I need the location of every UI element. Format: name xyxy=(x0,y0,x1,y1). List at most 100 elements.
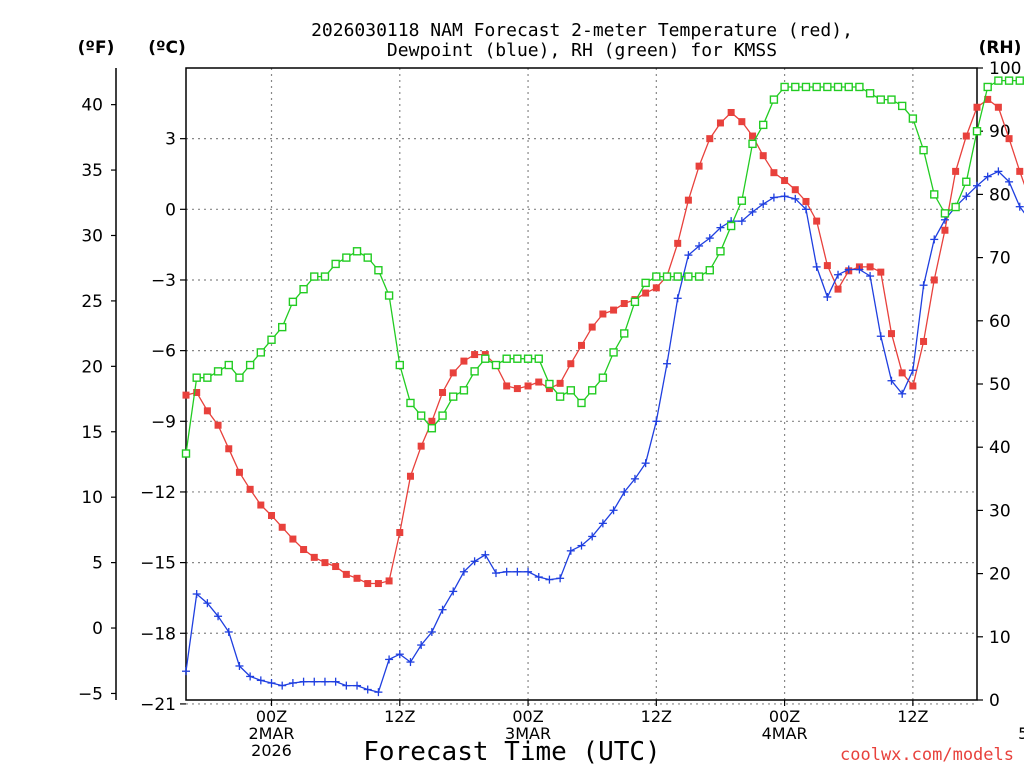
data-point-marker xyxy=(694,272,704,281)
data-point-marker xyxy=(855,82,864,92)
data-point-marker xyxy=(374,580,382,588)
data-point-marker xyxy=(182,391,190,399)
data-point-marker xyxy=(577,541,586,550)
rh-tick-label: 80 xyxy=(989,185,1011,205)
data-point-marker xyxy=(898,369,906,377)
fahrenheit-tick-label: 25 xyxy=(81,292,103,312)
data-point-marker xyxy=(438,605,447,614)
data-point-marker xyxy=(502,567,511,576)
data-point-marker xyxy=(449,587,458,596)
data-point-marker xyxy=(855,265,864,274)
data-point-marker xyxy=(662,272,672,281)
data-point-marker xyxy=(374,688,383,697)
data-point-marker xyxy=(801,205,810,214)
data-point-marker xyxy=(491,569,500,578)
data-point-marker xyxy=(983,172,992,181)
data-point-marker xyxy=(523,354,533,363)
data-point-marker xyxy=(481,550,490,559)
rh-tick-label: 20 xyxy=(989,565,1011,585)
data-point-marker xyxy=(353,574,361,582)
unit-label-celsius: (ºC) xyxy=(148,38,186,58)
data-point-marker xyxy=(363,685,372,694)
data-point-marker xyxy=(695,241,704,250)
series-relative-humidity xyxy=(181,76,1024,458)
data-point-marker xyxy=(278,523,286,531)
data-point-marker xyxy=(513,354,522,363)
data-point-marker xyxy=(471,351,479,359)
data-point-marker xyxy=(983,82,992,92)
x-tick-label: 00Z xyxy=(256,707,287,726)
data-point-marker xyxy=(588,532,597,541)
rh-tick-label: 10 xyxy=(989,628,1011,648)
data-point-marker xyxy=(769,193,778,202)
data-point-marker xyxy=(887,330,895,338)
data-point-marker xyxy=(289,535,297,543)
data-point-marker xyxy=(310,272,319,281)
x-tick-label: 2026 xyxy=(251,741,292,760)
data-point-marker xyxy=(460,357,468,365)
data-point-marker xyxy=(192,590,201,599)
data-point-marker xyxy=(706,135,714,143)
data-point-marker xyxy=(791,186,799,194)
series-line xyxy=(185,79,1024,454)
data-point-marker xyxy=(267,335,276,344)
data-point-marker xyxy=(941,226,949,234)
data-point-marker xyxy=(235,468,243,476)
data-point-marker xyxy=(181,449,191,458)
data-point-marker xyxy=(877,268,885,276)
data-point-marker xyxy=(749,132,757,140)
celsius-tick-label: −21 xyxy=(140,695,176,715)
data-point-marker xyxy=(395,360,404,370)
data-point-marker xyxy=(214,421,222,429)
data-point-marker xyxy=(652,417,661,426)
rh-tick-label: 60 xyxy=(989,312,1011,332)
data-point-marker xyxy=(994,76,1003,85)
data-point-marker xyxy=(459,567,468,576)
credit-link[interactable]: coolwx.com/models xyxy=(840,745,1014,765)
data-point-marker xyxy=(246,672,255,681)
x-tick-label: 12Z xyxy=(897,707,928,726)
data-point-marker xyxy=(578,341,585,349)
series-layer xyxy=(181,76,1024,697)
data-point-marker xyxy=(395,650,404,659)
data-point-marker xyxy=(353,681,362,690)
data-point-marker xyxy=(417,442,425,450)
data-point-marker xyxy=(952,167,960,175)
x-tick-label: 2MAR xyxy=(248,724,294,743)
data-point-marker xyxy=(791,194,800,203)
data-point-marker xyxy=(588,323,596,331)
x-tick-label: 00Z xyxy=(769,707,800,726)
data-point-marker xyxy=(780,82,789,92)
data-point-marker xyxy=(973,103,981,111)
data-point-marker xyxy=(555,392,565,401)
data-point-marker xyxy=(288,297,298,307)
data-point-marker xyxy=(524,382,532,390)
data-point-marker xyxy=(374,266,383,275)
chart-title-line-1: 2026030118 NAM Forecast 2-meter Temperat… xyxy=(311,20,853,41)
data-point-marker xyxy=(738,118,746,126)
data-point-marker xyxy=(1015,76,1024,85)
data-point-marker xyxy=(331,259,340,269)
x-tick-label: 5MAR xyxy=(1018,724,1024,743)
data-point-marker xyxy=(812,262,821,271)
data-point-marker xyxy=(587,386,597,395)
data-point-marker xyxy=(534,573,543,582)
data-point-marker xyxy=(801,82,811,92)
data-point-marker xyxy=(577,398,586,408)
data-point-marker xyxy=(620,329,629,338)
data-point-marker xyxy=(844,265,853,274)
x-tick-label: 4MAR xyxy=(762,724,808,743)
data-point-marker xyxy=(278,322,287,332)
data-point-marker xyxy=(352,247,362,256)
data-point-marker xyxy=(727,108,735,116)
data-point-marker xyxy=(203,407,211,415)
plot-frame xyxy=(185,67,978,701)
data-point-marker xyxy=(427,627,436,636)
data-point-marker xyxy=(182,667,190,676)
data-point-marker xyxy=(556,574,565,583)
data-point-marker xyxy=(620,487,629,496)
data-point-marker xyxy=(930,190,939,199)
data-point-marker xyxy=(865,89,875,98)
data-point-marker xyxy=(823,82,832,92)
